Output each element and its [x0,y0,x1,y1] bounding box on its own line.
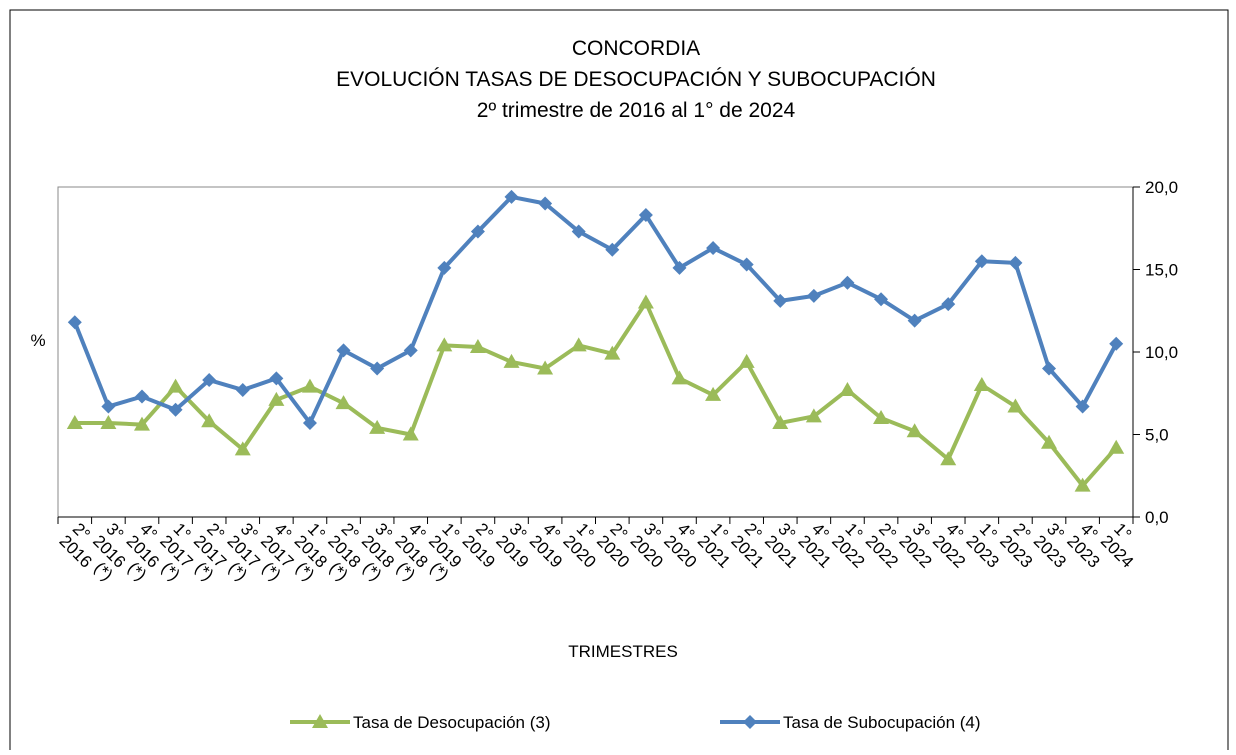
point [504,189,519,204]
point [168,402,183,417]
point [570,337,587,352]
point [1008,255,1023,270]
point [538,196,553,211]
point [312,714,328,728]
point [873,410,890,424]
point [638,208,653,223]
point [738,353,755,368]
point [805,408,822,423]
y-tick-label: 10,0 [1145,343,1178,362]
point [1074,477,1091,492]
point [436,337,453,352]
point [268,391,285,406]
point [1108,439,1125,454]
point [839,381,856,396]
point [907,313,922,328]
point [167,378,184,393]
point [402,426,419,441]
chart-subtitle: EVOLUCIÓN TASAS DE DESOCUPACIÓN Y SUBOCU… [336,68,936,91]
point [806,288,821,303]
point [336,343,351,358]
point [743,715,757,729]
point [100,414,117,429]
point [1075,399,1090,414]
legend-label: Tasa de Subocupación (4) [783,713,981,732]
point [773,293,788,308]
point [671,370,688,385]
y-tick-label: 0,0 [1145,508,1169,527]
legend-marker [312,714,328,728]
point [134,389,149,404]
point [974,254,989,269]
y-tick-label: 20,0 [1145,178,1178,197]
point [101,399,116,414]
point [637,294,654,309]
point [269,371,284,386]
point [605,242,620,257]
y-axis-label: % [30,331,45,350]
point [537,360,554,375]
point [302,415,317,430]
point [1007,398,1024,413]
point [571,224,586,239]
point [133,416,150,431]
legend-marker [743,715,757,729]
point [470,224,485,239]
point [604,345,621,360]
chart-title: CONCORDIA [572,37,700,60]
point [940,451,957,466]
point [941,297,956,312]
point [840,275,855,290]
point [739,257,754,272]
point [1041,434,1058,449]
point [503,353,520,368]
point [335,395,352,410]
point [67,315,82,330]
point [1109,336,1124,351]
point [437,260,452,275]
x-axis-label: TRIMESTRES [568,642,678,661]
point [706,241,721,256]
y-tick-label: 15,0 [1145,261,1178,280]
chart-subtitle: 2º trimestre de 2016 al 1° de 2024 [477,99,796,122]
point [1042,361,1057,376]
y-tick-label: 5,0 [1145,426,1169,445]
legend-label: Tasa de Desocupación (3) [353,713,551,732]
point [906,423,923,438]
point [705,386,722,401]
point [672,260,687,275]
point [403,343,418,358]
point [874,292,889,307]
point [973,377,990,391]
point [202,373,217,388]
series-line [74,300,1118,488]
point [370,361,385,376]
point [235,382,250,397]
point [772,414,789,429]
point [234,441,251,456]
series-line [72,194,1118,425]
point [469,339,486,354]
point [66,414,83,429]
point [301,378,318,393]
point [201,413,218,428]
point [369,419,386,434]
